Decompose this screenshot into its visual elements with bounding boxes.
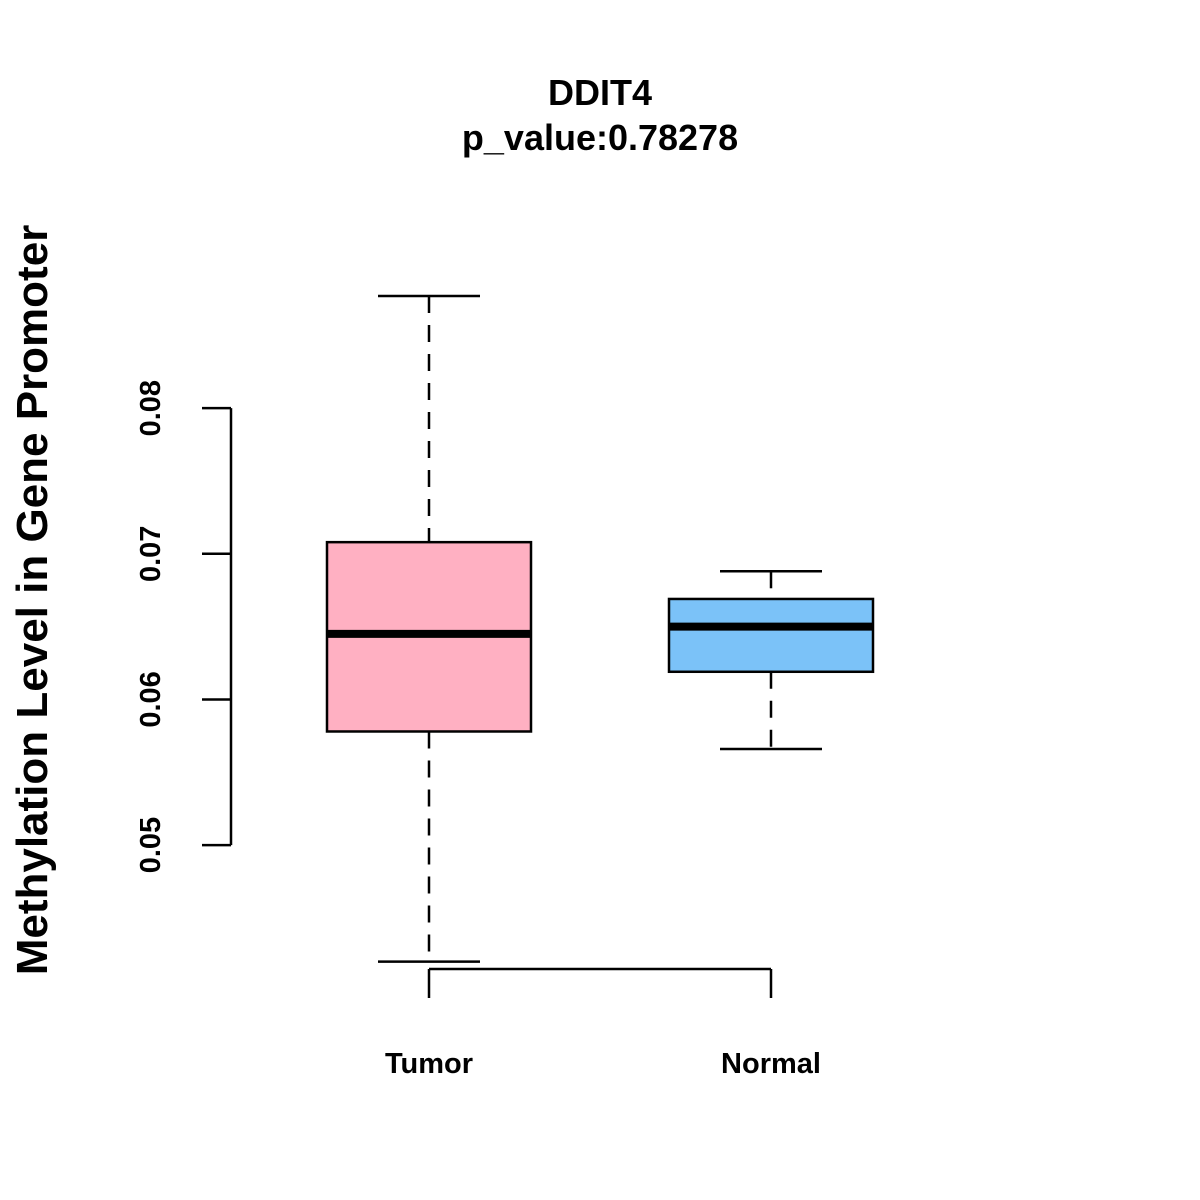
- x-axis: Tumor Normal: [385, 967, 821, 1080]
- chart-subtitle: p_value:0.78278: [462, 117, 738, 158]
- x-tick-label: Normal: [721, 1048, 821, 1080]
- y-tick-label: 0.08: [135, 380, 167, 436]
- chart-title: DDIT4: [548, 72, 652, 113]
- x-tick-label: Tumor: [385, 1048, 473, 1080]
- y-tick-label: 0.06: [135, 671, 167, 727]
- box-normal: [667, 570, 875, 751]
- y-tick-label: 0.07: [135, 526, 167, 582]
- box-tumor: [325, 294, 533, 963]
- boxes-group: [325, 294, 875, 963]
- y-tick-label: 0.05: [135, 817, 167, 873]
- y-axis-label: Methylation Level in Gene Promoter: [8, 225, 57, 976]
- iqr-box: [667, 597, 875, 674]
- y-axis: 0.05 0.06 0.07 0.08: [135, 380, 233, 873]
